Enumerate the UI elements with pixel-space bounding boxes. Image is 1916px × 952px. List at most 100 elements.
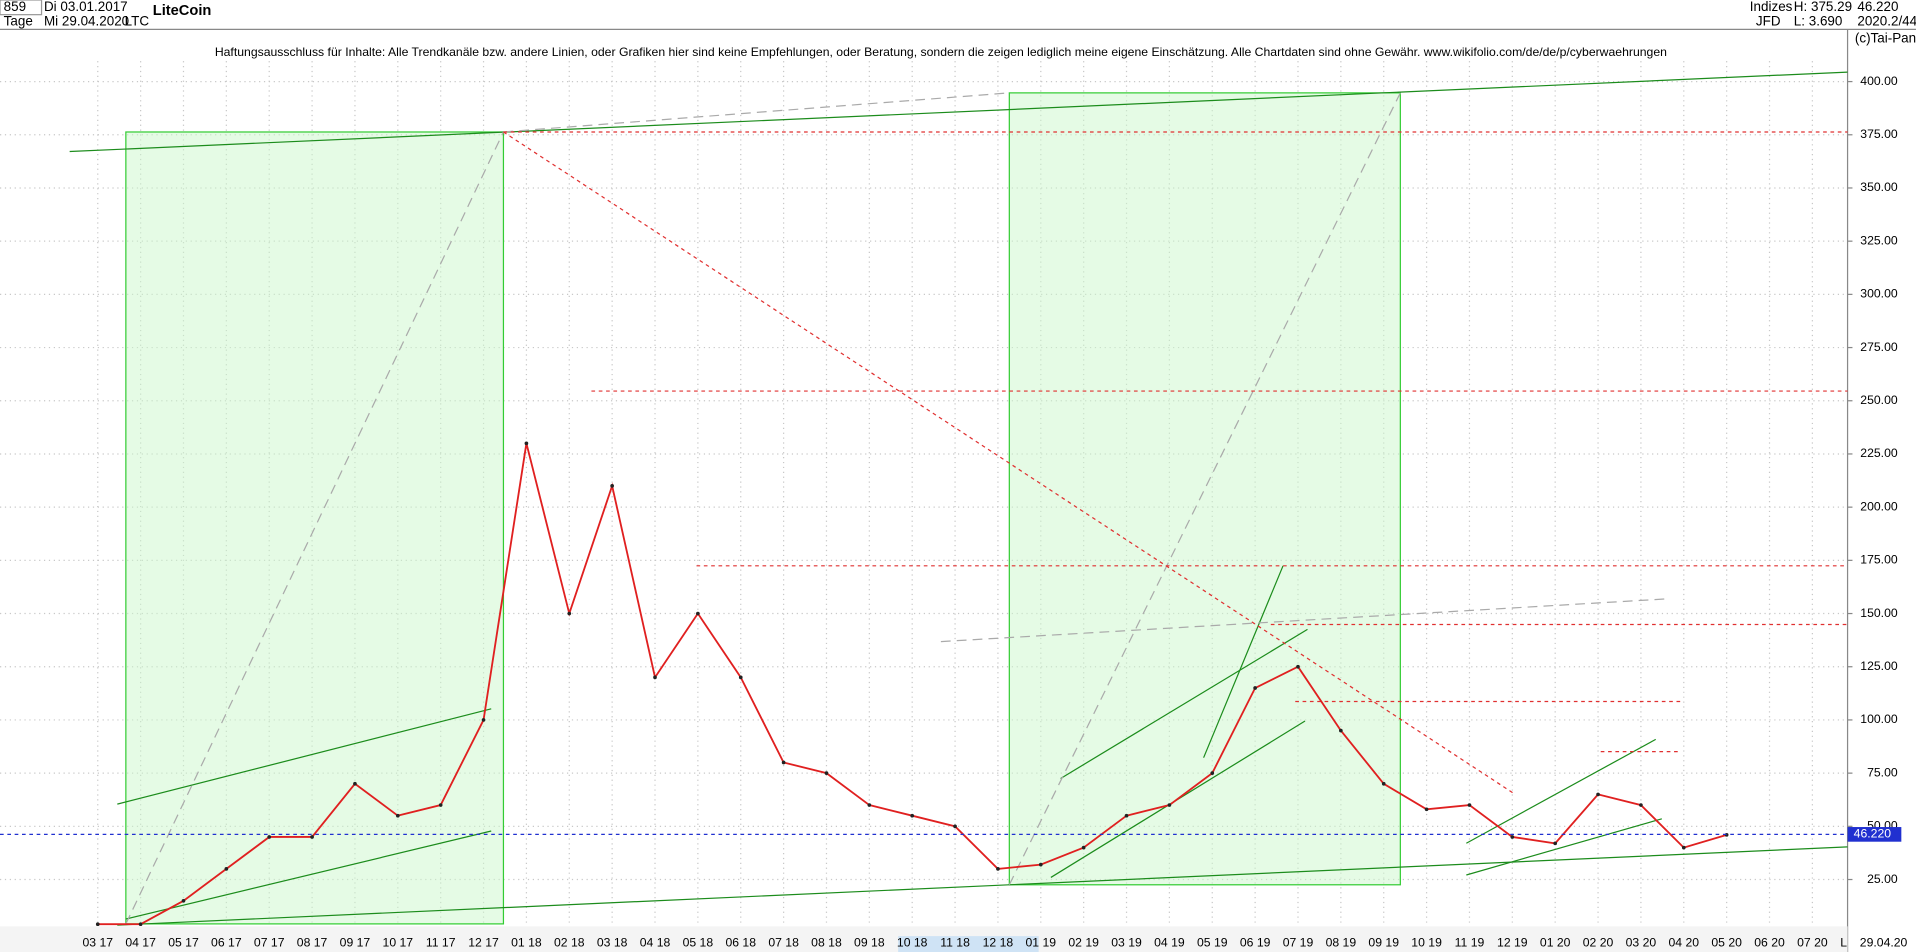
x-tick-label: 05 20 [1711, 936, 1742, 950]
x-tick-label: 08 19 [1326, 936, 1357, 950]
resistance-lines [503, 131, 1848, 795]
price-point [1596, 792, 1600, 797]
price-point [696, 611, 700, 616]
price-point [1424, 807, 1429, 812]
x-tick-label: 10 17 [383, 936, 414, 950]
price-point [824, 771, 829, 775]
x-tick-label: 11 17 [426, 936, 456, 950]
x-tick-label: 04 17 [125, 936, 156, 950]
footer-date: 29.04.20 [1860, 936, 1908, 950]
x-tick-label: 03 18 [597, 936, 628, 950]
x-tick-label: 07 20 [1797, 936, 1828, 950]
x-tick-label: 09 18 [854, 936, 885, 950]
price-point [438, 803, 443, 807]
price-point [95, 922, 100, 927]
y-tick-label: 375.00 [1860, 127, 1898, 141]
price-point [953, 824, 957, 829]
count: 859 [4, 0, 26, 14]
x-tick-label: 04 19 [1154, 936, 1185, 950]
diagonal [940, 598, 1668, 643]
x-tick-label: 11 18 [940, 936, 970, 950]
price-point [781, 760, 786, 765]
price-point [1639, 803, 1643, 807]
price-point [996, 867, 1000, 871]
x-tick-label: 06 18 [725, 936, 756, 950]
price-point [395, 813, 400, 818]
x-tick-label: 06 17 [211, 936, 242, 950]
x-axis-highlight [898, 936, 1039, 952]
price-point [1381, 781, 1386, 786]
x-tick-label: 03 20 [1626, 936, 1657, 950]
x-tick-label: 12 18 [983, 936, 1014, 950]
x-tick-label: 08 18 [811, 936, 842, 950]
x-tick-label: 01 18 [511, 936, 542, 950]
x-tick-label: 10 19 [1411, 936, 1442, 950]
price-point [1253, 686, 1257, 690]
x-tick-label: 01 19 [1026, 936, 1057, 950]
x-tick-label: 02 20 [1583, 936, 1614, 950]
price-point [310, 835, 314, 839]
x-tick-label: 06 19 [1240, 936, 1271, 950]
trendline [1466, 818, 1663, 876]
trendline [69, 71, 1848, 153]
diagonal [503, 92, 1010, 133]
x-tick-label: 10 18 [897, 936, 928, 950]
last-price-header: 46.220 [1857, 0, 1898, 14]
price-point [1553, 841, 1558, 846]
low: L: 3.690 [1794, 14, 1843, 29]
x-tick-label: 09 17 [340, 936, 371, 950]
y-tick-label: 175.00 [1860, 553, 1898, 567]
copyright: (c)Tai-Pan [1855, 31, 1916, 46]
price-point [567, 611, 572, 616]
price-point [738, 675, 743, 680]
price-point [1167, 803, 1172, 807]
y-tick-label: 300.00 [1860, 287, 1898, 301]
diagonal [125, 131, 504, 925]
y-tick-label: 225.00 [1860, 446, 1898, 460]
x-tick-label: 12 17 [468, 936, 499, 950]
x-tick-label: 05 17 [168, 936, 199, 950]
y-tick-label: 100.00 [1860, 712, 1898, 726]
y-tick-label: 350.00 [1860, 180, 1898, 194]
x-tick-label: 05 19 [1197, 936, 1228, 950]
broker: JFD [1756, 14, 1781, 29]
trendline [125, 830, 492, 920]
y-tick-label: 75.00 [1867, 765, 1898, 779]
period[interactable]: Tage [4, 14, 33, 29]
x-tick-label: 01 20 [1540, 936, 1571, 950]
x-tick-label: 03 19 [1111, 936, 1142, 950]
x-tick-label: 07 17 [254, 936, 285, 950]
symbol: LTC [125, 14, 150, 29]
price-point [353, 781, 357, 786]
price-point [1038, 862, 1043, 867]
instrument: LiteCoin [153, 3, 212, 19]
price-point [181, 898, 186, 903]
y-tick-label: 325.00 [1860, 233, 1898, 247]
price-point [653, 675, 657, 680]
price-point [1124, 813, 1129, 818]
price-point [481, 718, 486, 722]
price-point [910, 813, 915, 818]
price-point [1296, 664, 1300, 669]
x-tick-label: 08 17 [297, 936, 328, 950]
resistance [503, 131, 1516, 795]
price-point [1681, 845, 1686, 850]
x-tick-label: 04 18 [640, 936, 671, 950]
y-tick-label: 25.00 [1867, 872, 1898, 886]
x-tick-label: 02 18 [554, 936, 585, 950]
price-point [138, 922, 143, 927]
y-tick-label: 250.00 [1860, 393, 1898, 407]
price-point [1339, 728, 1343, 733]
price-point [1081, 845, 1086, 850]
trendline [117, 708, 492, 805]
market: Indizes [1750, 0, 1793, 14]
price-point [1467, 803, 1472, 807]
dashed-lines [125, 92, 1668, 925]
count-box[interactable] [0, 0, 43, 16]
diagonal [1008, 92, 1401, 886]
trendline [1203, 565, 1284, 758]
price-point [610, 484, 614, 488]
price-point [867, 803, 872, 807]
trendline [117, 846, 1848, 926]
x-tick-label: 11 19 [1455, 936, 1485, 950]
